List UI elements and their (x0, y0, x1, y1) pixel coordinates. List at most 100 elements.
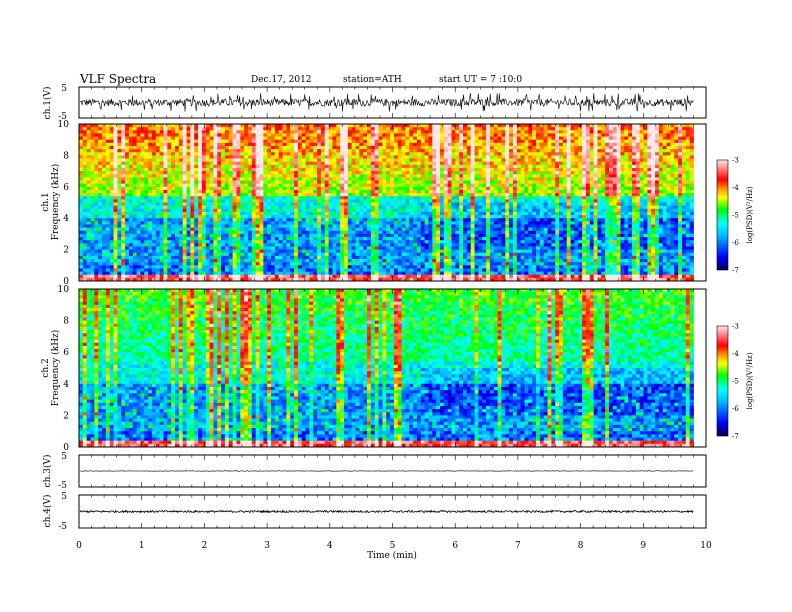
spectrogram-cell (382, 218, 387, 222)
spectrogram-cell (416, 183, 422, 188)
spectrogram-cell (551, 199, 556, 203)
spectrogram-cell (547, 174, 552, 178)
spectrogram-cell (351, 136, 356, 141)
spectrogram-cell (105, 155, 111, 159)
spectrogram-cell (628, 130, 633, 134)
spectrogram-cell (440, 189, 445, 194)
spectrogram-cell (478, 174, 483, 178)
spectrogram-cell (585, 202, 591, 207)
spectrogram-cell (324, 164, 330, 169)
spectrogram-cell (501, 174, 506, 178)
spectrogram-cell (232, 215, 237, 219)
spectrogram-cell (79, 186, 84, 191)
spectrogram-cell (570, 193, 575, 197)
spectrogram-cell (651, 215, 656, 219)
spectrogram-cell (290, 196, 295, 200)
spectrogram-cell (605, 158, 610, 163)
spectrogram-cell (501, 189, 506, 194)
spectrogram-cell (236, 124, 241, 128)
spectrogram-cell (94, 189, 99, 194)
spectrogram-cell (405, 202, 410, 207)
spectrogram-cell (336, 208, 341, 213)
spectrogram-cell (470, 208, 475, 213)
spectrogram-cell (616, 145, 621, 150)
spectrogram-cell (109, 142, 114, 147)
spectrogram-cell (543, 136, 548, 141)
spectrogram-cell (282, 177, 287, 181)
spectrogram-cell (662, 189, 667, 194)
spectrogram-cell (332, 171, 337, 175)
spectrogram-cell (662, 202, 667, 207)
spectrogram-cell (378, 177, 383, 181)
spectrogram-cell (670, 133, 675, 137)
spectrogram-cell (470, 199, 475, 203)
spectrogram-cell (443, 196, 449, 200)
spectrogram-cell (413, 196, 418, 200)
spectrogram-cell (651, 139, 656, 144)
spectrogram-cell (397, 127, 402, 131)
spectrogram-cell (224, 142, 230, 147)
spectrogram-cell (601, 161, 606, 166)
spectrogram-cell (670, 155, 675, 159)
spectrogram-cell (524, 164, 529, 169)
spectrogram-cell (493, 189, 498, 194)
spectrogram-cell (290, 202, 295, 207)
spectrogram-cell (440, 183, 445, 188)
spectrogram-cell (390, 139, 395, 144)
spectrogram-cell (428, 180, 433, 185)
spectrogram-cell (240, 155, 245, 159)
spectrogram-cell (367, 139, 372, 144)
spectrogram-cell (536, 127, 541, 131)
spectrogram-cell (105, 180, 111, 185)
spectrogram-cell (516, 155, 522, 159)
spectrogram-cell (332, 174, 337, 178)
spectrogram-cell (432, 149, 437, 153)
spectrogram-cell (117, 186, 122, 191)
spectrogram-cell (651, 177, 656, 181)
spectrogram-cell (670, 158, 675, 163)
spectrogram-cell (582, 142, 587, 147)
spectrogram-cell (182, 196, 187, 200)
spectrogram-cell (463, 174, 468, 178)
spectrogram-cell (489, 177, 495, 181)
spectrogram-cell (382, 139, 387, 144)
spectrogram-cell (655, 152, 660, 156)
spectrogram-cell (90, 196, 95, 200)
spectrogram-cell (463, 127, 468, 131)
spectrogram-cell (324, 218, 330, 222)
spectrogram-cell (532, 171, 537, 175)
spectrogram-cell (501, 211, 506, 216)
spectrogram-cell (359, 124, 364, 128)
spectrogram-cell (436, 155, 441, 159)
spectrogram-cell (493, 164, 498, 169)
start-time-label: start UT = 7 :10:0 (439, 75, 522, 85)
spectrogram-cell (612, 180, 618, 185)
spectrogram-cell (259, 177, 264, 181)
spectrogram-cell (374, 133, 379, 137)
spectrogram-cell (328, 155, 333, 159)
spectrogram-cell (247, 145, 253, 150)
spectrogram-cell (259, 136, 264, 141)
spectrogram-cell (655, 218, 660, 222)
spectrogram-cell (144, 164, 149, 169)
spectrogram-cell (674, 211, 679, 216)
spectrogram-cell (655, 139, 660, 144)
spectrogram-cell (451, 164, 456, 169)
spectrogram-cell (228, 142, 234, 147)
spectrogram-cell (616, 149, 621, 153)
spectrogram-cell (681, 218, 687, 222)
spectrogram-cell (585, 149, 591, 153)
spectrogram-cell (224, 189, 230, 194)
spectrogram-cell (224, 199, 230, 203)
spectrogram-cell (228, 171, 234, 175)
spectrogram-cell (236, 177, 241, 181)
spectrogram-cell (597, 124, 602, 128)
spectrogram-cell (643, 171, 648, 175)
spectrogram-cell (94, 136, 99, 141)
spectrogram-cell (148, 215, 153, 219)
spectrogram-cell (82, 205, 88, 210)
spectrogram-cell (651, 161, 656, 166)
spectrogram-cell (436, 202, 441, 207)
spectrogram-cell (282, 136, 287, 141)
spectrogram-cell (182, 158, 187, 163)
